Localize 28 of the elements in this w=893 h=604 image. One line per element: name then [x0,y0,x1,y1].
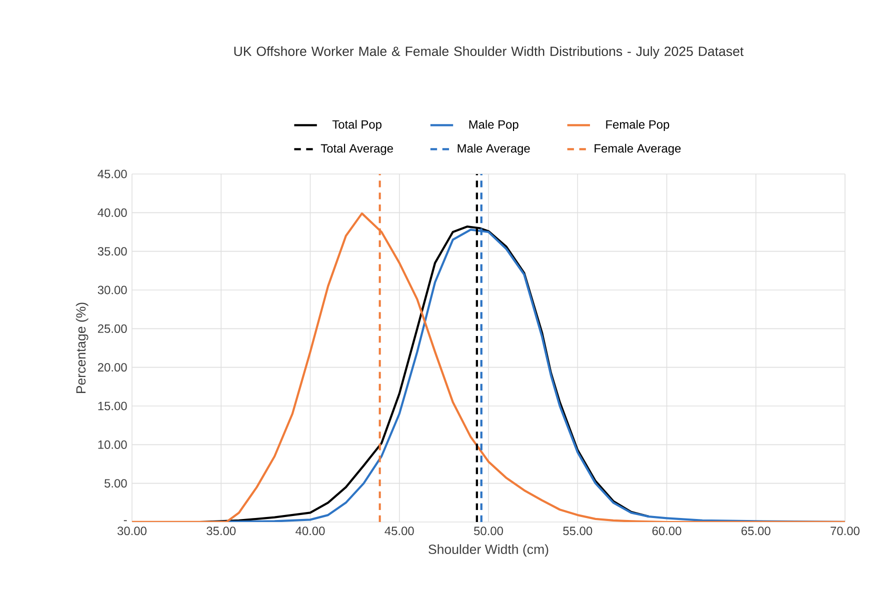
chart-title: UK Offshore Worker Male & Female Shoulder Width Distributions - July 2025 Dataset [234,46,744,59]
legend-label: Female Pop [606,120,670,132]
y-tick-label: 40.00 [98,208,127,217]
y-tick-label: 5.00 [104,479,127,488]
legend-label: Total Average [320,144,393,155]
x-tick-label: 40.00 [296,526,325,536]
x-axis-title: Shoulder Width (cm) [428,544,548,557]
legend-label: Female Average [594,144,681,155]
y-tick-label: - [124,520,127,522]
y-tick-label: 45.00 [98,170,127,178]
legend-label: Total Pop [332,120,382,132]
y-tick-label: 20.00 [98,363,127,372]
x-tick-label: 70.00 [830,526,860,536]
y-tick-label: 25.00 [98,324,127,333]
x-tick-label: 30.00 [118,526,146,536]
y-tick-label: 15.00 [98,402,127,410]
x-tick-label: 60.00 [652,526,682,536]
x-tick-label: 55.00 [563,526,592,536]
y-tick-label: 10.00 [98,440,127,449]
legend-label: Male Average [458,144,530,155]
x-tick-label: 45.00 [384,526,414,536]
x-tick-label: 50.00 [474,526,503,536]
x-tick-label: 65.00 [742,526,770,536]
y-tick-label: 35.00 [98,247,127,256]
x-tick-label: 35.00 [206,526,236,536]
y-axis-title: Percentage (%) [76,302,88,394]
legend-label: Male Pop [469,120,518,132]
y-tick-label: 30.00 [98,286,127,294]
